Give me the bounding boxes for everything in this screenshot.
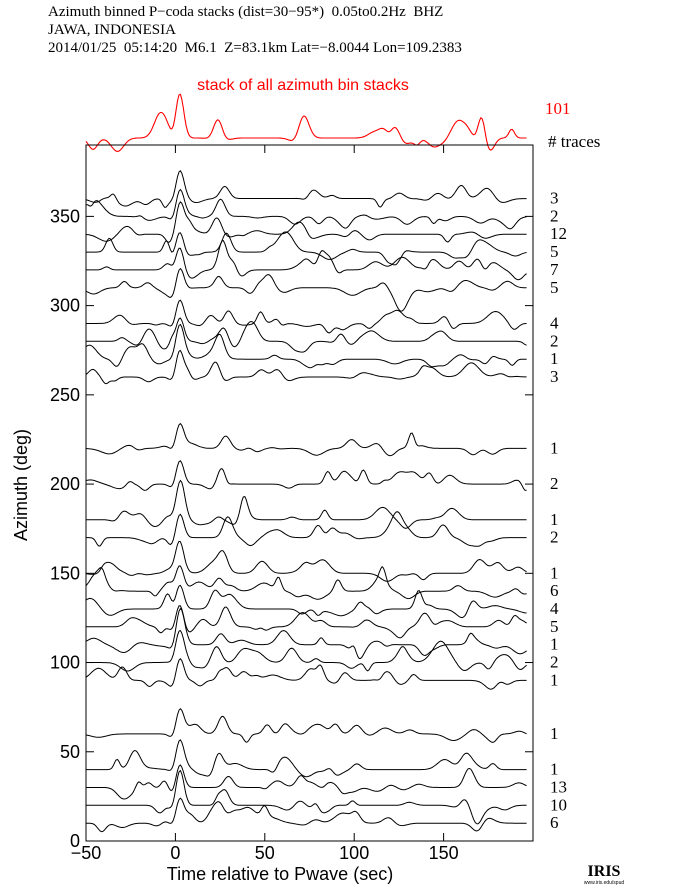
- header-line-3: 2014/01/25 05:14:20 M6.1 Z=83.1km Lat=−8…: [48, 40, 462, 56]
- x-tick-label-150: 150: [429, 843, 459, 863]
- stack-trace-group: [85, 93, 527, 152]
- trace-az-260: [85, 349, 527, 385]
- trace-az-320: [86, 240, 527, 281]
- x-axis: −50 0 50 100 150: [71, 145, 459, 863]
- trace-az-310: [85, 267, 527, 312]
- trace-az-30: [86, 764, 527, 800]
- trace-count-az-360: 3: [550, 189, 559, 208]
- trace-az-10: [86, 797, 527, 833]
- trace-count-az-180: 1: [550, 510, 559, 529]
- trace-count-az-20: 10: [550, 795, 567, 814]
- iris-logo-url: www.iris.edu/spud: [584, 880, 625, 886]
- trace-az-150: [85, 540, 527, 582]
- traces-header: # traces: [548, 132, 600, 151]
- y-tick-label-200: 200: [50, 474, 80, 494]
- azimuth-traces: [85, 170, 527, 833]
- header-line-2: JAWA, INDONESIA: [48, 22, 176, 38]
- trace-az-330: [86, 231, 527, 266]
- y-tick-label-250: 250: [50, 385, 80, 405]
- trace-az-20: [86, 769, 527, 825]
- y-tick-label-300: 300: [50, 296, 80, 316]
- trace-count-az-340: 12: [550, 224, 567, 243]
- trace-count-az-150: 1: [550, 563, 559, 582]
- iris-logo-text: IRIS: [588, 863, 621, 880]
- iris-logo: IRIS www.iris.edu/spud: [584, 863, 625, 886]
- trace-az-200: [85, 460, 527, 491]
- trace-az-110: [85, 607, 527, 659]
- trace-az-120: [86, 605, 527, 639]
- trace-count-az-90: 1: [550, 670, 559, 689]
- trace-count-az-170: 2: [550, 528, 559, 547]
- trace-az-90: [85, 658, 527, 690]
- trace-count-az-280: 2: [550, 331, 559, 350]
- header-line-1: Azimuth binned P−coda stacks (dist=30−95…: [48, 4, 444, 20]
- trace-count-az-120: 5: [550, 617, 559, 636]
- stack-count: 101: [545, 99, 571, 118]
- y-axis: 0 50 100 150 200 250 300 350: [50, 206, 533, 851]
- trace-count-az-130: 4: [550, 599, 559, 618]
- trace-count-az-270: 1: [550, 349, 559, 368]
- trace-count-az-320: 7: [550, 260, 559, 279]
- trace-count-az-200: 2: [550, 474, 559, 493]
- trace-az-340: [85, 201, 527, 243]
- trace-count-az-260: 3: [550, 367, 559, 386]
- trace-az-350: [85, 188, 527, 230]
- y-axis-label: Azimuth (deg): [11, 429, 31, 541]
- trace-count-az-290: 4: [550, 314, 559, 333]
- y-tick-label-150: 150: [50, 563, 80, 583]
- trace-count-az-60: 1: [550, 724, 559, 743]
- y-tick-label-100: 100: [50, 653, 80, 673]
- trace-count-az-350: 2: [550, 206, 559, 225]
- trace-az-130: [85, 584, 527, 619]
- trace-az-220: [86, 422, 527, 457]
- y-tick-label-50: 50: [60, 742, 80, 762]
- x-tick-label-0: 0: [170, 843, 180, 863]
- x-tick-label--50: −50: [71, 843, 102, 863]
- trace-count-az-30: 13: [550, 778, 567, 797]
- stack-trace: [85, 93, 527, 152]
- plot-frame: [85, 144, 534, 842]
- trace-az-280: [86, 317, 527, 353]
- y-tick-label-0: 0: [70, 831, 80, 851]
- trace-count-az-140: 6: [550, 581, 559, 600]
- stack-label: stack of all azimuth bin stacks: [197, 77, 409, 94]
- y-tick-label-350: 350: [50, 206, 80, 226]
- trace-az-170: [86, 511, 527, 547]
- trace-count-az-10: 6: [550, 813, 559, 832]
- trace-az-100: [86, 629, 527, 672]
- x-tick-label-100: 100: [339, 843, 369, 863]
- trace-count-az-40: 1: [550, 760, 559, 779]
- trace-count-az-330: 5: [550, 242, 559, 261]
- trace-az-140: [85, 565, 527, 600]
- trace-az-40: [86, 739, 527, 778]
- trace-count-az-100: 2: [550, 653, 559, 672]
- trace-az-360: [85, 170, 527, 208]
- trace-az-60: [85, 707, 527, 743]
- trace-az-270: [85, 323, 527, 369]
- x-tick-label-50: 50: [255, 843, 275, 863]
- trace-count-az-310: 5: [550, 278, 559, 297]
- trace-count-az-220: 1: [550, 438, 559, 457]
- x-axis-label: Time relative to Pwave (sec): [167, 864, 393, 884]
- trace-az-180: [86, 479, 527, 529]
- trace-count-az-110: 1: [550, 635, 559, 654]
- trace-az-290: [86, 299, 527, 334]
